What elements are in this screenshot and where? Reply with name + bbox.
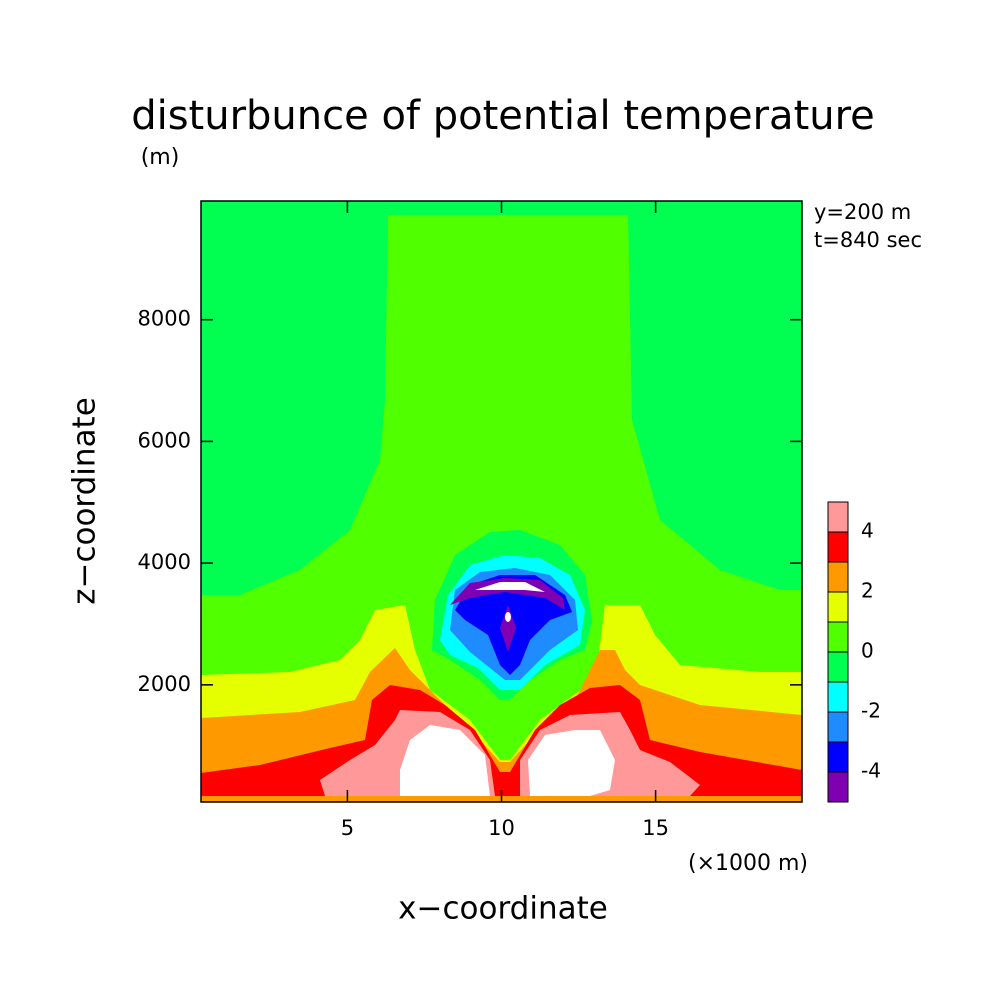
contour-region <box>400 725 490 796</box>
colorbar-box <box>827 621 849 653</box>
y-tick-label: 2000 <box>138 672 191 696</box>
colorbar-box <box>827 771 849 803</box>
chart-title: disturbunce of potential temperature <box>131 93 875 139</box>
annotation: t=840 sec <box>814 228 922 252</box>
colorbar-box <box>827 531 849 563</box>
annotation: y=200 m <box>814 200 911 224</box>
colorbar-box <box>827 591 849 623</box>
y-axis-label: z−coordinate <box>67 397 103 605</box>
x-unit: (×1000 m) <box>688 851 808 876</box>
colorbar-box <box>827 711 849 743</box>
colorbar-label: 0 <box>861 639 874 663</box>
colorbar-box <box>827 681 849 713</box>
y-tick-label: 8000 <box>138 307 191 331</box>
contour-region <box>505 612 511 622</box>
colorbar-box <box>827 741 849 773</box>
y-tick-label: 4000 <box>138 550 191 574</box>
x-tick-label: 15 <box>642 816 669 840</box>
x-axis-label: x−coordinate <box>398 891 608 927</box>
contour-region <box>475 582 545 592</box>
x-tick-label: 5 <box>341 816 354 840</box>
colorbar-box <box>827 651 849 683</box>
y-unit: (m) <box>141 145 180 170</box>
colorbar-label: -2 <box>861 699 881 723</box>
colorbar-box <box>827 561 849 593</box>
x-tick-label: 10 <box>488 816 515 840</box>
colorbar-label: 2 <box>861 579 874 603</box>
contour-region <box>450 578 565 610</box>
contour-region <box>528 730 615 796</box>
colorbar-box <box>827 501 849 533</box>
y-tick-label: 6000 <box>138 428 191 452</box>
contour-field <box>201 201 802 802</box>
contour-region <box>500 605 516 652</box>
colorbar-label: -4 <box>861 759 881 783</box>
colorbar-label: 4 <box>861 519 874 543</box>
